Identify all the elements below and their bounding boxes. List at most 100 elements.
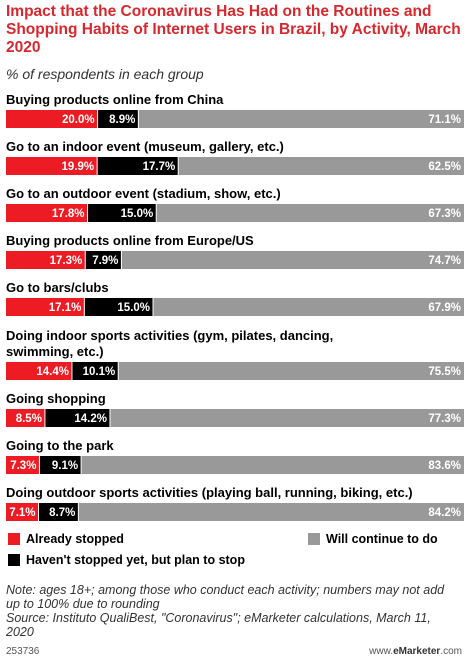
data-label-already-stopped: 7.1% (9, 507, 35, 519)
bar-separator (109, 409, 111, 427)
data-label-haven-t-stopped-yet-but-plan-to-stop: 15.0% (117, 302, 150, 314)
bar-separator (120, 251, 122, 269)
bar-separator (80, 456, 82, 474)
bar-will-continue-to-do (121, 251, 464, 269)
bar-haven-t-stopped-yet-but-plan-to-stop (97, 157, 179, 175)
bar-separator (155, 204, 157, 222)
data-label-will-continue-to-do: 83.6% (428, 460, 461, 472)
bar-already-stopped (6, 204, 88, 222)
category-label: Buying products online from China (6, 92, 224, 107)
data-label-will-continue-to-do: 77.3% (428, 413, 461, 425)
chart-note: Note: ages 18+; among those who conduct … (6, 583, 445, 611)
data-label-haven-t-stopped-yet-but-plan-to-stop: 14.2% (74, 413, 107, 425)
data-label-haven-t-stopped-yet-but-plan-to-stop: 15.0% (121, 208, 154, 220)
bar-separator (84, 251, 86, 269)
bar-already-stopped (6, 456, 40, 474)
data-label-will-continue-to-do: 74.7% (428, 255, 461, 267)
bar-separator (152, 298, 154, 316)
emarketer-link[interactable]: www.eMarketer.com (369, 646, 462, 657)
copyright-suffix: .com (440, 646, 462, 657)
bar-separator (38, 503, 40, 521)
bar-already-stopped (6, 157, 98, 175)
category-label: swimming, etc.) (6, 344, 104, 359)
bar-haven-t-stopped-yet-but-plan-to-stop (38, 503, 79, 521)
bar-haven-t-stopped-yet-but-plan-to-stop (85, 251, 122, 269)
data-label-haven-t-stopped-yet-but-plan-to-stop: 8.7% (49, 507, 75, 519)
data-label-already-stopped: 14.4% (36, 366, 69, 378)
legend-swatch-will-continue (308, 533, 320, 545)
category-label: Go to an indoor event (museum, gallery, … (6, 139, 284, 154)
data-label-haven-t-stopped-yet-but-plan-to-stop: 9.1% (52, 460, 78, 472)
data-label-will-continue-to-do: 67.3% (428, 208, 461, 220)
bar-already-stopped (6, 110, 98, 128)
bar-haven-t-stopped-yet-but-plan-to-stop (44, 409, 110, 427)
category-label: Doing indoor sports activities (gym, pil… (6, 328, 333, 343)
data-label-haven-t-stopped-yet-but-plan-to-stop: 7.9% (92, 255, 118, 267)
data-label-haven-t-stopped-yet-but-plan-to-stop: 17.7% (143, 161, 176, 173)
bar-already-stopped (6, 503, 39, 521)
copyright-prefix: www. (369, 646, 394, 657)
bar-separator (97, 110, 99, 128)
category-label: Go to bars/clubs (6, 280, 109, 295)
chart-subtitle: % of respondents in each group (6, 66, 204, 82)
legend-label-already-stopped: Already stopped (26, 532, 124, 546)
bar-already-stopped (6, 409, 45, 427)
bar-separator (177, 157, 179, 175)
legend-swatch-already-stopped (8, 533, 20, 545)
category-label: Buying products online from Europe/US (6, 233, 254, 248)
bar-separator (83, 298, 85, 316)
bar-will-continue-to-do (178, 157, 464, 175)
legend-swatch-plan-to-stop (8, 554, 20, 566)
bar-will-continue-to-do (153, 298, 464, 316)
bar-will-continue-to-do (118, 362, 465, 380)
data-label-will-continue-to-do: 67.9% (428, 302, 461, 314)
bar-already-stopped (6, 251, 86, 269)
bar-separator (71, 362, 73, 380)
bar-will-continue-to-do (78, 503, 464, 521)
bar-haven-t-stopped-yet-but-plan-to-stop (84, 298, 154, 316)
data-label-already-stopped: 19.9% (62, 161, 95, 173)
data-label-already-stopped: 8.5% (16, 413, 42, 425)
bar-will-continue-to-do (156, 204, 464, 222)
data-label-will-continue-to-do: 62.5% (428, 161, 461, 173)
chart-id: 253736 (6, 646, 40, 657)
category-label: Go to an outdoor event (stadium, show, e… (6, 186, 281, 201)
bar-separator (38, 456, 40, 474)
chart-source: Source: Instituto QualiBest, "Coronaviru… (6, 611, 431, 639)
data-label-already-stopped: 7.3% (10, 460, 36, 472)
data-label-will-continue-to-do: 75.5% (428, 366, 461, 378)
data-label-will-continue-to-do: 71.1% (428, 114, 461, 126)
bar-will-continue-to-do (138, 110, 464, 128)
legend-item-will-continue: Will continue to do (308, 532, 438, 546)
bar-will-continue-to-do (109, 409, 464, 427)
data-label-already-stopped: 17.3% (50, 255, 83, 267)
bar-haven-t-stopped-yet-but-plan-to-stop (87, 204, 157, 222)
data-label-already-stopped: 17.8% (52, 208, 85, 220)
data-label-already-stopped: 17.1% (49, 302, 82, 314)
legend-item-plan-to-stop: Haven't stopped yet, but plan to stop (8, 553, 245, 567)
bar-separator (44, 409, 46, 427)
bar-separator (96, 157, 98, 175)
stacked-bar-chart: Buying products online from China 20.0% 8.… (6, 92, 465, 521)
bar-will-continue-to-do (81, 456, 464, 474)
chart-title: Impact that the Coronavirus Has Had on t… (6, 3, 461, 56)
legend-label-will-continue: Will continue to do (326, 532, 438, 546)
legend-item-already-stopped: Already stopped (8, 532, 124, 546)
category-label: Going shopping (6, 391, 106, 406)
bar-separator (117, 362, 119, 380)
copyright-brand: eMarketer (393, 646, 441, 657)
data-label-haven-t-stopped-yet-but-plan-to-stop: 10.1% (83, 366, 116, 378)
data-label-will-continue-to-do: 84.2% (428, 507, 461, 519)
category-label: Going to the park (6, 438, 114, 453)
category-label: Doing outdoor sports activities (playing… (6, 485, 413, 500)
bar-separator (77, 503, 79, 521)
bar-separator (137, 110, 139, 128)
bar-separator (87, 204, 89, 222)
data-label-haven-t-stopped-yet-but-plan-to-stop: 8.9% (109, 114, 135, 126)
bar-already-stopped (6, 362, 72, 380)
bar-haven-t-stopped-yet-but-plan-to-stop (71, 362, 119, 380)
chart-notes: Note: ages 18+; among those who conduct … (6, 583, 461, 639)
legend-label-plan-to-stop: Haven't stopped yet, but plan to stop (26, 553, 245, 567)
bar-haven-t-stopped-yet-but-plan-to-stop (39, 456, 82, 474)
data-label-already-stopped: 20.0% (62, 114, 95, 126)
